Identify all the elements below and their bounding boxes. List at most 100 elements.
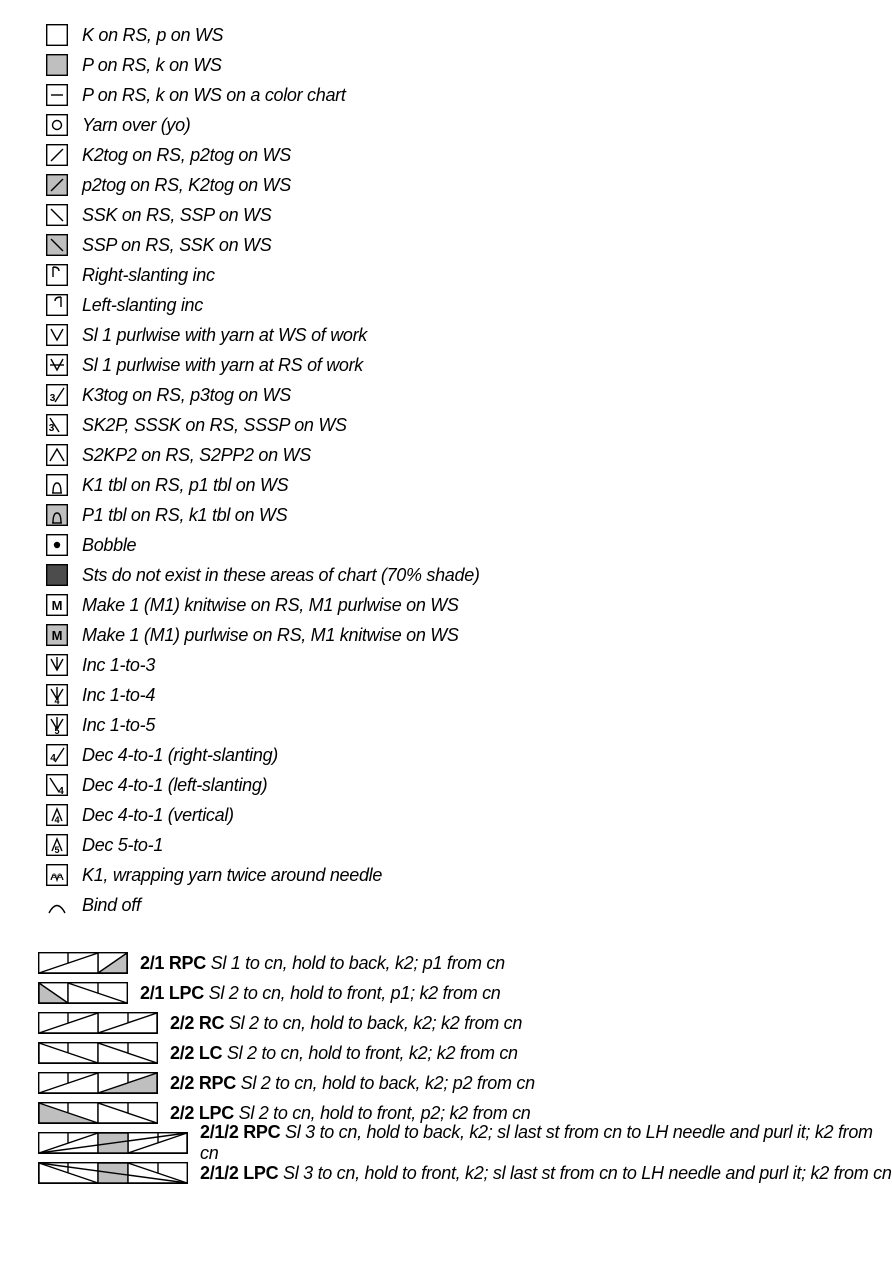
svg-text:4: 4 xyxy=(54,815,59,825)
svg-text:5: 5 xyxy=(54,845,59,855)
legend-row: p2tog on RS, K2tog on WS xyxy=(46,170,892,200)
legend-row: 4Dec 4-to-1 (vertical) xyxy=(46,800,892,830)
stitch-label: Yarn over (yo) xyxy=(82,115,191,136)
svg-text:3: 3 xyxy=(49,423,55,434)
cable-icon xyxy=(38,982,128,1004)
stitch-label: Sl 1 purlwise with yarn at RS of work xyxy=(82,355,363,376)
stitch-icon: 4 xyxy=(46,774,68,796)
stitch-icon xyxy=(46,444,68,466)
cable-code: 2/2 RPC xyxy=(170,1073,236,1093)
cable-desc: Sl 2 to cn, hold to back, k2; k2 from cn xyxy=(229,1013,522,1033)
legend-row: 3 K3tog on RS, p3tog on WS xyxy=(46,380,892,410)
cable-label: 2/1/2 LPC Sl 3 to cn, hold to front, k2;… xyxy=(200,1163,892,1184)
stitch-label: p2tog on RS, K2tog on WS xyxy=(82,175,291,196)
cable-icon xyxy=(38,1102,158,1124)
stitch-label: Left-slanting inc xyxy=(82,295,203,316)
svg-text:4: 4 xyxy=(50,753,56,764)
legend-row: 4 Dec 4-to-1 (right-slanting) xyxy=(46,740,892,770)
cable-code: 2/1/2 RPC xyxy=(200,1122,280,1142)
legend-row: 4Inc 1-to-4 xyxy=(46,680,892,710)
legend-row: 4Dec 4-to-1 (left-slanting) xyxy=(46,770,892,800)
stitch-label: P1 tbl on RS, k1 tbl on WS xyxy=(82,505,287,526)
cable-row: 2/2 RPC Sl 2 to cn, hold to back, k2; p2… xyxy=(38,1068,892,1098)
legend-row: Sl 1 purlwise with yarn at WS of work xyxy=(46,320,892,350)
stitch-label: P on RS, k on WS on a color chart xyxy=(82,85,346,106)
stitch-icon: 4 xyxy=(46,744,68,766)
legend-row: SSP on RS, SSK on WS xyxy=(46,230,892,260)
stitch-label: SK2P, SSSK on RS, SSSP on WS xyxy=(82,415,347,436)
cable-row: 2/2 RC Sl 2 to cn, hold to back, k2; k2 … xyxy=(38,1008,892,1038)
cable-desc: Sl 3 to cn, hold to front, k2; sl last s… xyxy=(283,1163,892,1183)
stitch-label: P on RS, k on WS xyxy=(82,55,222,76)
cable-label: 2/1 LPC Sl 2 to cn, hold to front, p1; k… xyxy=(140,983,501,1004)
legend-row: K2tog on RS, p2tog on WS xyxy=(46,140,892,170)
svg-text:3: 3 xyxy=(50,393,56,404)
stitch-icon xyxy=(46,54,68,76)
legend-row: S2KP2 on RS, S2PP2 on WS xyxy=(46,440,892,470)
stitch-label: Bind off xyxy=(82,895,141,916)
legend-row: 3 SK2P, SSSK on RS, SSSP on WS xyxy=(46,410,892,440)
cable-code: 2/1/2 LPC xyxy=(200,1163,278,1183)
stitch-label: K1, wrapping yarn twice around needle xyxy=(82,865,382,886)
legend-row: Sts do not exist in these areas of chart… xyxy=(46,560,892,590)
stitch-label: Inc 1-to-4 xyxy=(82,685,155,706)
legend-row: Left-slanting inc xyxy=(46,290,892,320)
legend-row: P on RS, k on WS xyxy=(46,50,892,80)
legend-row: SSK on RS, SSP on WS xyxy=(46,200,892,230)
stitch-legend-list: K on RS, p on WSP on RS, k on WSP on RS,… xyxy=(46,20,892,920)
legend-row: K1 tbl on RS, p1 tbl on WS xyxy=(46,470,892,500)
stitch-icon: 4 xyxy=(46,804,68,826)
stitch-icon xyxy=(46,894,68,916)
cable-label: 2/2 LPC Sl 2 to cn, hold to front, p2; k… xyxy=(170,1103,531,1124)
cable-code: 2/2 LPC xyxy=(170,1103,234,1123)
stitch-label: Make 1 (M1) purlwise on RS, M1 knitwise … xyxy=(82,625,459,646)
stitch-icon xyxy=(46,204,68,226)
cable-icon xyxy=(38,1162,188,1184)
cable-legend-list: 2/1 RPC Sl 1 to cn, hold to back, k2; p1… xyxy=(38,948,892,1188)
svg-text:5: 5 xyxy=(54,726,59,736)
stitch-icon: 5 xyxy=(46,714,68,736)
legend-row: 5Dec 5-to-1 xyxy=(46,830,892,860)
stitch-label: Inc 1-to-5 xyxy=(82,715,155,736)
cable-desc: Sl 2 to cn, hold to front, p1; k2 from c… xyxy=(209,983,501,1003)
cable-code: 2/1 LPC xyxy=(140,983,204,1003)
legend-row: Right-slanting inc xyxy=(46,260,892,290)
stitch-icon xyxy=(46,234,68,256)
stitch-label: Dec 4-to-1 (right-slanting) xyxy=(82,745,278,766)
stitch-icon xyxy=(46,264,68,286)
stitch-icon xyxy=(46,114,68,136)
stitch-icon: M xyxy=(46,594,68,616)
cable-label: 2/2 LC Sl 2 to cn, hold to front, k2; k2… xyxy=(170,1043,518,1064)
cable-row: 2/1/2 RPC Sl 3 to cn, hold to back, k2; … xyxy=(38,1128,892,1158)
cable-desc: Sl 2 to cn, hold to front, k2; k2 from c… xyxy=(227,1043,518,1063)
stitch-icon: 3 xyxy=(46,384,68,406)
stitch-label: K2tog on RS, p2tog on WS xyxy=(82,145,291,166)
stitch-label: K1 tbl on RS, p1 tbl on WS xyxy=(82,475,288,496)
stitch-icon xyxy=(46,564,68,586)
cable-row: 2/1 RPC Sl 1 to cn, hold to back, k2; p1… xyxy=(38,948,892,978)
cable-row: 2/1 LPC Sl 2 to cn, hold to front, p1; k… xyxy=(38,978,892,1008)
svg-text:M: M xyxy=(52,628,63,643)
cable-desc: Sl 2 to cn, hold to back, k2; p2 from cn xyxy=(241,1073,535,1093)
stitch-label: K3tog on RS, p3tog on WS xyxy=(82,385,291,406)
cable-icon xyxy=(38,1042,158,1064)
legend-row: Sl 1 purlwise with yarn at RS of work xyxy=(46,350,892,380)
stitch-icon xyxy=(46,474,68,496)
legend-row: Inc 1-to-3 xyxy=(46,650,892,680)
stitch-label: Inc 1-to-3 xyxy=(82,655,155,676)
cable-icon xyxy=(38,952,128,974)
svg-text:M: M xyxy=(52,598,63,613)
stitch-label: Sl 1 purlwise with yarn at WS of work xyxy=(82,325,367,346)
legend-row: P on RS, k on WS on a color chart xyxy=(46,80,892,110)
cable-row: 2/1/2 LPC Sl 3 to cn, hold to front, k2;… xyxy=(38,1158,892,1188)
cable-label: 2/1/2 RPC Sl 3 to cn, hold to back, k2; … xyxy=(200,1122,892,1164)
stitch-icon xyxy=(46,324,68,346)
legend-row: ဝဝK1, wrapping yarn twice around needle xyxy=(46,860,892,890)
stitch-icon xyxy=(46,174,68,196)
cable-icon xyxy=(38,1072,158,1094)
legend-row: MMake 1 (M1) knitwise on RS, M1 purlwise… xyxy=(46,590,892,620)
legend-row: 5 Inc 1-to-5 xyxy=(46,710,892,740)
cable-code: 2/2 LC xyxy=(170,1043,222,1063)
legend-row: P1 tbl on RS, k1 tbl on WS xyxy=(46,500,892,530)
cable-label: 2/1 RPC Sl 1 to cn, hold to back, k2; p1… xyxy=(140,953,505,974)
